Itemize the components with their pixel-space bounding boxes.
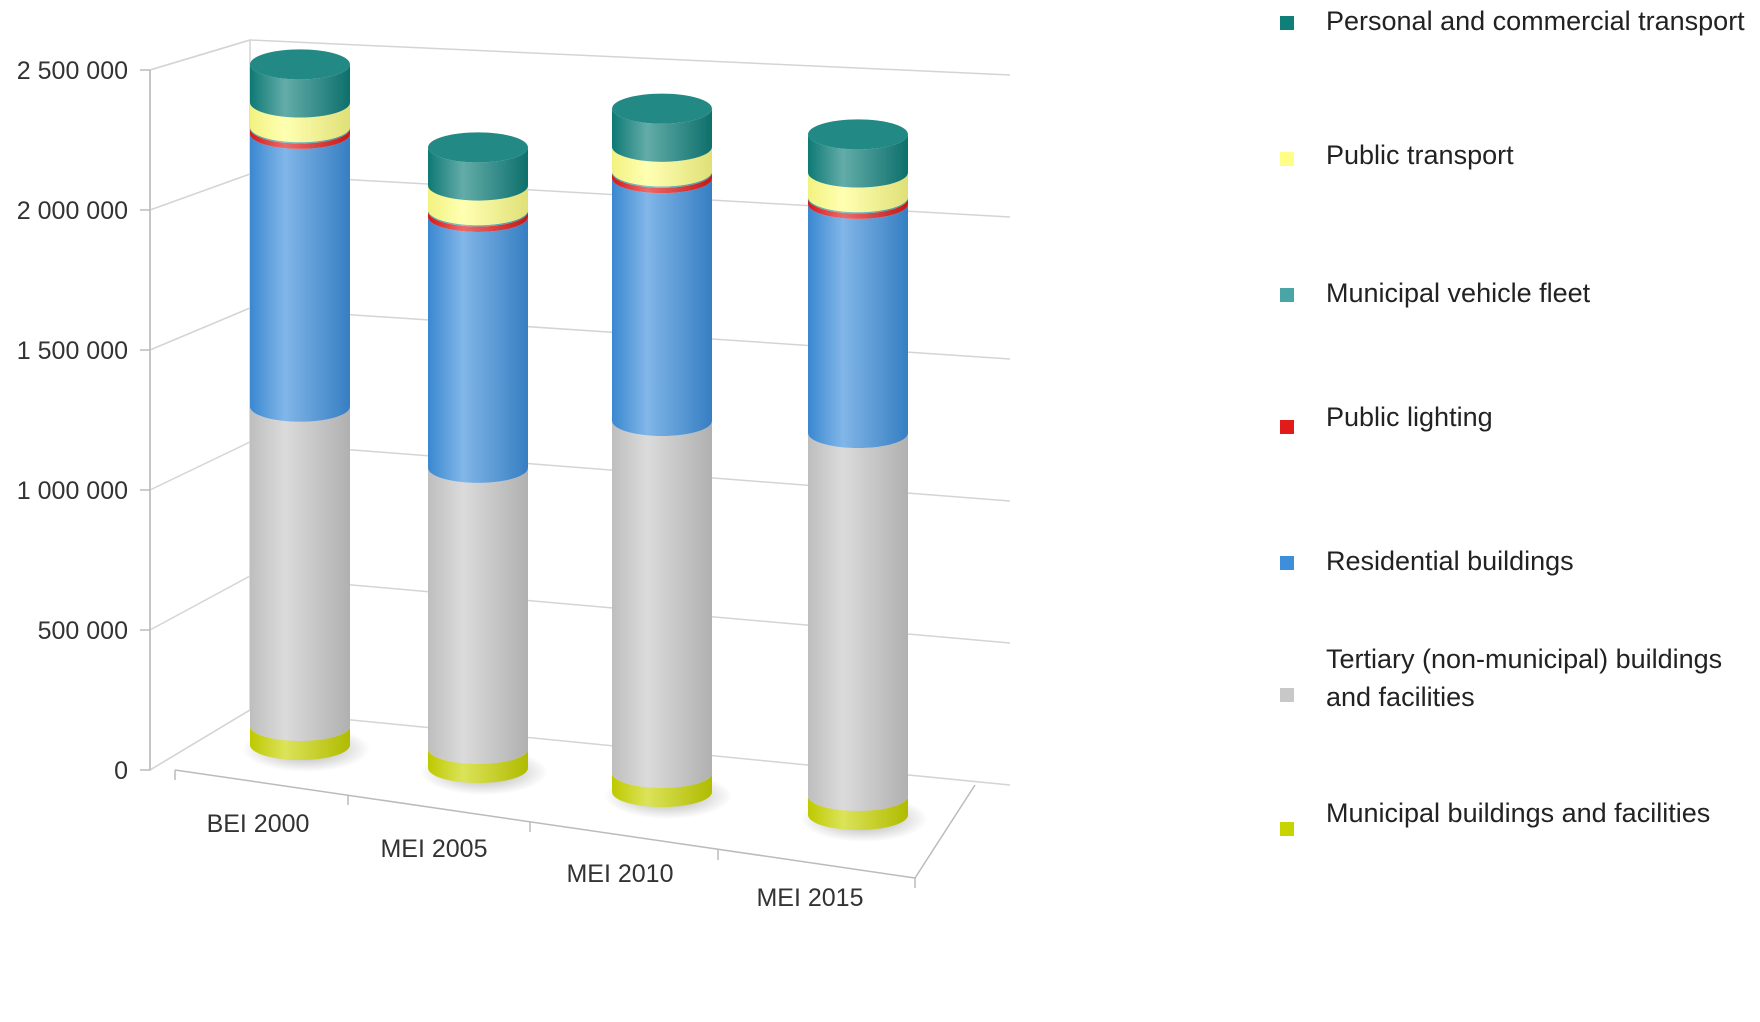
bar-segment-public-transport	[250, 102, 350, 143]
bar-segment-public-lighting	[250, 128, 350, 149]
bar-segment-tertiary-non-municipal-buildings-and-facilities	[250, 406, 350, 741]
bar-segment-residential-buildings	[250, 133, 350, 422]
bar-stack-bei-2000	[242, 49, 370, 772]
side-wall	[149, 38, 251, 772]
bar-segment-municipal-buildings-and-facilities	[250, 725, 350, 760]
legend-swatch	[1280, 556, 1294, 570]
legend-label: Municipal vehicle fleet	[1326, 278, 1591, 308]
bar-segment-public-lighting	[612, 172, 712, 194]
legend-swatch	[1280, 16, 1294, 30]
bar-top-cap	[808, 119, 908, 150]
x-tick-label: MEI 2005	[380, 835, 487, 863]
bar-segment-residential-buildings	[808, 203, 908, 449]
y-tick-label: 500 000	[38, 617, 128, 645]
bar-segment-municipal-buildings-and-facilities	[428, 748, 528, 783]
side-gridline	[149, 307, 251, 351]
bar-segment-municipal-buildings-and-facilities	[612, 772, 712, 807]
legend-label: Public transport	[1326, 140, 1514, 170]
bar-segment-personal-and-commercial-transport	[427, 147, 528, 201]
x-axis-line	[174, 769, 916, 879]
side-gridline	[149, 173, 251, 211]
y-tick-label: 2 000 000	[17, 197, 128, 225]
bar-segment-municipal-buildings-and-facilities	[808, 795, 908, 830]
bar-segment-public-lighting	[808, 198, 908, 219]
stacked-cylinder-chart: 0 500 000 1 000 000 1 500 000 2 000 000 2 500…	[17, 38, 1011, 912]
legend-label: Municipal buildings and facilities	[1326, 798, 1711, 828]
side-gridline	[149, 575, 251, 631]
bar-top-cap	[428, 132, 528, 163]
bar-top-cap	[612, 93, 712, 124]
x-tick-label: BEI 2000	[207, 810, 310, 838]
legend-swatch	[1280, 420, 1294, 434]
legend-swatch	[1280, 152, 1294, 166]
x-axis: BEI 2000 MEI 2005 MEI 2010 MEI 2015	[174, 769, 976, 912]
y-tick-label: 0	[114, 757, 128, 785]
y-axis-ticks: 0 500 000 1 000 000 1 500 000 2 000 000 2 500…	[17, 57, 151, 785]
x-tick-label: MEI 2010	[566, 860, 673, 888]
bar-segment-tertiary-non-municipal-buildings-and-facilities	[808, 433, 908, 811]
bar-segment-tertiary-non-municipal-buildings-and-facilities	[427, 467, 528, 764]
bar-stack-mei-2015	[800, 119, 928, 842]
legend-label: Personal and commercial transport	[1326, 6, 1745, 36]
legend: Personal and commercial transport Public …	[1270, 0, 1760, 1022]
bar-segment-personal-and-commercial-transport	[612, 108, 712, 162]
bar-segment-personal-and-commercial-transport	[250, 64, 350, 118]
bar-segment-residential-buildings	[612, 178, 712, 436]
legend-swatch	[1280, 688, 1294, 702]
bar-segment-personal-and-commercial-transport	[808, 134, 908, 188]
y-tick-label: 1 500 000	[17, 337, 128, 365]
side-gridline	[149, 441, 251, 491]
legend-swatch	[1280, 822, 1294, 836]
x-tick-label: MEI 2015	[756, 884, 863, 912]
bar-segment-residential-buildings	[427, 216, 528, 483]
side-gridline	[149, 709, 251, 771]
legend-label: Residential buildings	[1326, 546, 1574, 576]
bar-top-cap	[250, 49, 350, 80]
y-tick-label: 1 000 000	[17, 477, 128, 505]
bar-segment-tertiary-non-municipal-buildings-and-facilities	[612, 420, 712, 788]
bar-segment-public-transport	[427, 185, 528, 226]
gridline	[249, 39, 1011, 76]
legend-swatch	[1280, 288, 1294, 302]
bars	[242, 49, 928, 842]
bar-stack-mei-2005	[420, 132, 548, 795]
legend-label: Tertiary (non-municipal) buildings and f…	[1326, 644, 1723, 712]
bar-segment-public-transport	[808, 172, 908, 213]
y-tick-label: 2 500 000	[17, 57, 128, 85]
floor-right-edge	[914, 784, 976, 879]
bar-stack-mei-2010	[604, 93, 732, 819]
bar-segment-public-lighting	[427, 211, 528, 232]
bar-segment-public-transport	[612, 146, 712, 187]
side-gridline	[149, 39, 251, 71]
legend-label: Public lighting	[1326, 402, 1493, 432]
